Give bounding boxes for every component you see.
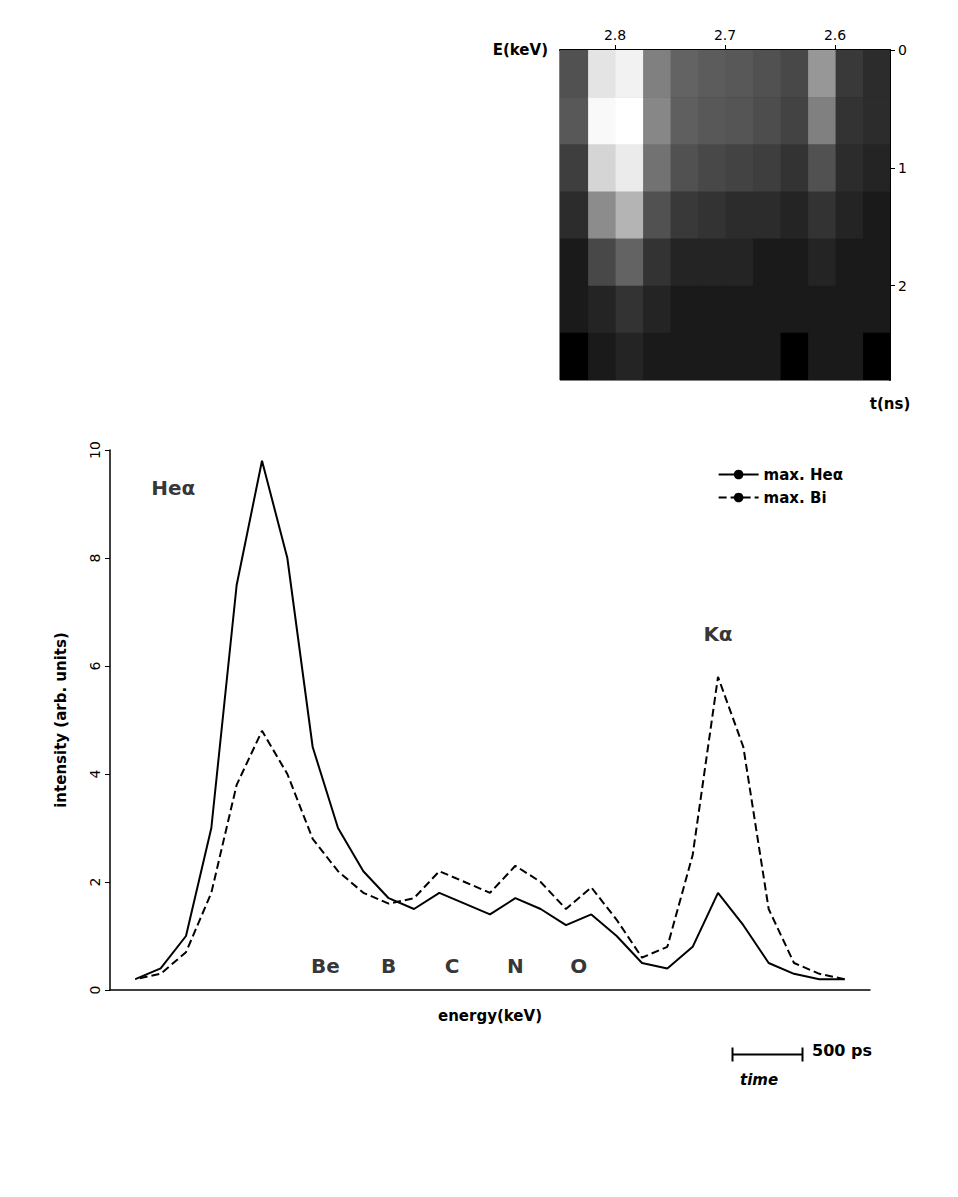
svg-text:energy(keV): energy(keV): [438, 1007, 542, 1025]
svg-text:Kα: Kα: [703, 622, 732, 646]
svg-text:2.8: 2.8: [604, 27, 626, 43]
svg-text:Be: Be: [311, 954, 340, 978]
svg-text:500 ps: 500 ps: [812, 1041, 872, 1060]
svg-text:0: 0: [87, 986, 103, 995]
svg-text:2: 2: [87, 878, 103, 887]
svg-text:t(ns): t(ns): [870, 395, 911, 413]
svg-text:N: N: [507, 954, 524, 978]
svg-text:2.7: 2.7: [714, 27, 736, 43]
svg-text:Heα: Heα: [151, 476, 195, 500]
svg-text:B: B: [381, 954, 396, 978]
svg-text:4: 4: [87, 769, 103, 778]
svg-text:max. Heα: max. Heα: [764, 466, 843, 484]
svg-text:6: 6: [87, 661, 103, 670]
svg-text:8: 8: [87, 554, 103, 563]
svg-text:E(keV): E(keV): [493, 41, 548, 59]
svg-text:2: 2: [898, 278, 907, 294]
svg-text:2.6: 2.6: [824, 27, 846, 43]
svg-text:1: 1: [898, 160, 907, 176]
svg-text:O: O: [570, 954, 587, 978]
svg-text:time: time: [740, 1071, 778, 1089]
svg-text:10: 10: [87, 441, 103, 459]
svg-text:intensity (arb. units): intensity (arb. units): [52, 632, 70, 808]
svg-text:C: C: [445, 954, 460, 978]
svg-text:0: 0: [898, 42, 907, 58]
svg-text:max. Bi: max. Bi: [764, 489, 827, 507]
